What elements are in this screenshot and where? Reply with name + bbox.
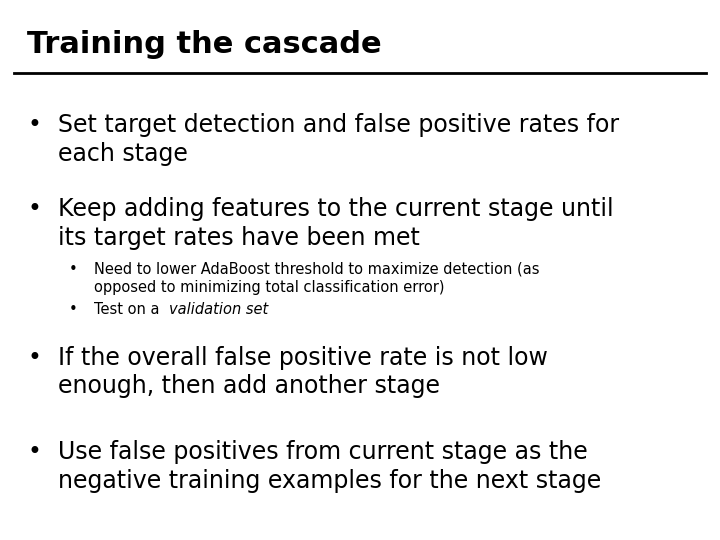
- Text: Need to lower AdaBoost threshold to maximize detection (as
opposed to minimizing: Need to lower AdaBoost threshold to maxi…: [94, 262, 539, 295]
- Text: If the overall false positive rate is not low
enough, then add another stage: If the overall false positive rate is no…: [58, 346, 547, 399]
- Text: •: •: [27, 440, 41, 464]
- Text: •: •: [27, 346, 41, 369]
- Text: Set target detection and false positive rates for
each stage: Set target detection and false positive …: [58, 113, 618, 166]
- Text: •: •: [27, 113, 41, 137]
- Text: Test on a: Test on a: [94, 302, 163, 318]
- Text: Training the cascade: Training the cascade: [27, 30, 382, 59]
- Text: Use false positives from current stage as the
negative training examples for the: Use false positives from current stage a…: [58, 440, 601, 493]
- Text: •: •: [68, 302, 77, 318]
- Text: •: •: [68, 262, 77, 277]
- Text: validation set: validation set: [169, 302, 269, 318]
- Text: •: •: [27, 197, 41, 221]
- Text: Keep adding features to the current stage until
its target rates have been met: Keep adding features to the current stag…: [58, 197, 613, 250]
